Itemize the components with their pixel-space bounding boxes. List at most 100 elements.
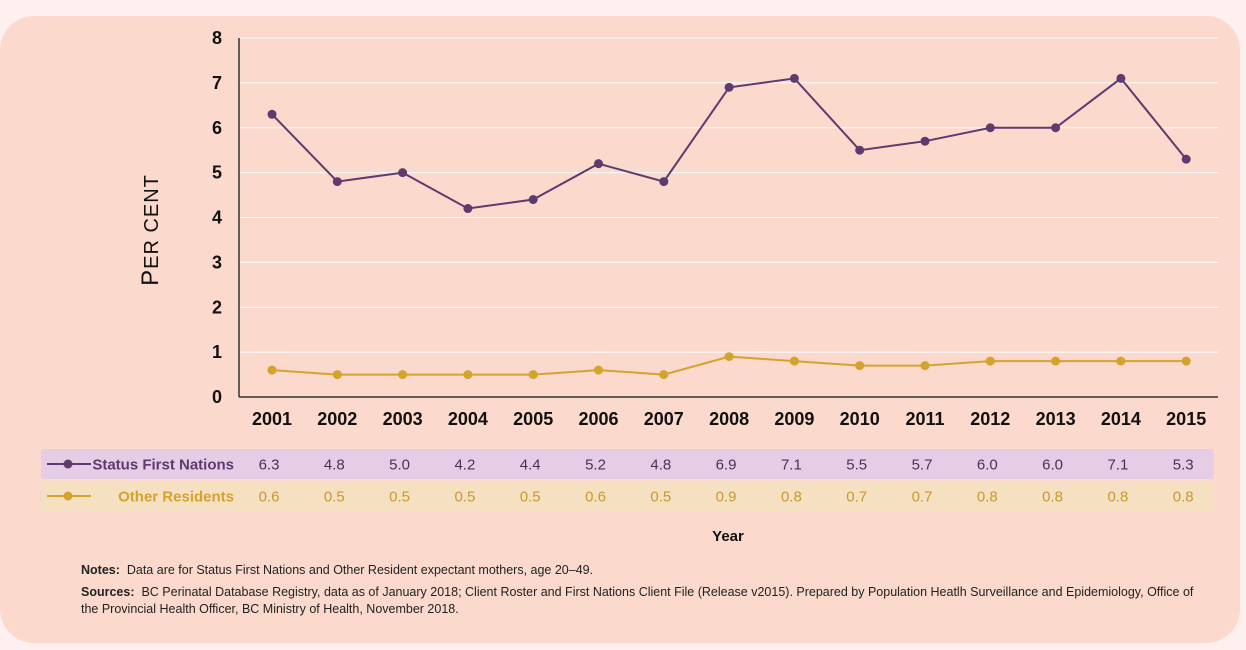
data-point	[398, 370, 408, 380]
legend-swatch-marker	[63, 459, 73, 469]
data-point	[463, 204, 473, 214]
table-cell: 0.6	[259, 489, 280, 506]
table-cell: 0.8	[977, 489, 998, 506]
notes-label: Notes:	[81, 563, 120, 577]
data-point	[332, 177, 342, 187]
y-axis-label: PER CENT	[137, 174, 164, 286]
y-tick-label: 3	[212, 252, 222, 272]
data-point	[528, 370, 538, 380]
table-row-bg	[41, 481, 1214, 511]
y-tick-label: 4	[212, 208, 222, 228]
table-cell: 5.7	[912, 457, 933, 474]
data-point	[332, 370, 342, 380]
table-cell: 0.6	[585, 489, 606, 506]
table-cell: 0.7	[912, 489, 933, 506]
table-cell: 0.8	[1107, 489, 1128, 506]
data-point	[724, 352, 734, 362]
x-tick-label: 2014	[1101, 409, 1141, 429]
legend-label: Other Residents	[118, 489, 234, 506]
x-tick-label: 2002	[317, 409, 357, 429]
chart-panel	[0, 16, 1240, 643]
table-cell: 4.2	[454, 457, 475, 474]
legend-swatch-marker	[63, 491, 73, 501]
data-table: Status First Nations 6.3 4.8 5.0 4.2 4.4 5.2 4.…	[41, 449, 1214, 511]
y-tick-label: 1	[212, 342, 222, 362]
data-point	[594, 159, 603, 169]
table-cell: 7.1	[1107, 457, 1128, 474]
x-tick-label: 2007	[644, 409, 684, 429]
table-cell: 0.5	[454, 489, 475, 506]
data-point	[1051, 123, 1061, 133]
data-point	[528, 195, 538, 205]
table-cell: 4.4	[520, 457, 541, 474]
data-point	[789, 73, 799, 83]
data-point	[724, 82, 734, 92]
x-tick-label: 2013	[1036, 409, 1076, 429]
data-point	[1116, 356, 1126, 366]
x-tick-label: 2005	[513, 409, 553, 429]
y-tick-label: 7	[212, 73, 222, 93]
data-point	[855, 145, 865, 155]
data-point	[920, 361, 930, 371]
y-tick-label: 6	[212, 118, 222, 138]
gridlines	[239, 37, 1218, 353]
table-cell: 6.0	[1042, 457, 1063, 474]
x-tick-label: 2011	[905, 409, 944, 429]
x-tick-label: 2009	[774, 409, 814, 429]
sources-label: Sources:	[81, 585, 135, 599]
x-tick-label: 2003	[383, 409, 423, 429]
table-cell: 0.5	[389, 489, 410, 506]
notes-text: Data are for Status First Nations and Ot…	[126, 563, 594, 577]
table-cell: 0.5	[324, 489, 345, 506]
data-point	[985, 356, 995, 366]
data-point	[855, 361, 865, 371]
table-cell: 6.0	[977, 457, 998, 474]
table-cell: 0.5	[520, 489, 541, 506]
table-cell: 0.9	[716, 489, 737, 506]
data-point	[267, 365, 277, 375]
table-row-bg	[41, 449, 1214, 479]
series-line	[271, 77, 1187, 210]
data-point	[789, 356, 799, 366]
table-cell: 5.5	[846, 457, 867, 474]
x-tick-label: 2012	[970, 409, 1010, 429]
notes-line: Notes: Data are for Status First Nations…	[81, 562, 1201, 579]
table-cell: 0.8	[1042, 489, 1063, 506]
table-cell: 0.5	[650, 489, 671, 506]
table-cell: 0.8	[1173, 489, 1194, 506]
data-point	[1116, 73, 1126, 83]
y-tick-label: 2	[212, 297, 222, 317]
y-axis-ticks: 0 1 2 3 4 5 6 7 8	[212, 28, 222, 407]
data-point	[1181, 356, 1191, 366]
sources-text: BC Perinatal Database Registry, data as …	[81, 585, 1194, 616]
data-point	[659, 177, 669, 187]
y-tick-label: 8	[212, 28, 222, 48]
notes-block: Notes: Data are for Status First Nations…	[81, 562, 1201, 623]
x-tick-label: 2010	[840, 409, 880, 429]
table-cell: 7.1	[781, 457, 802, 474]
table-cell: 5.2	[585, 457, 606, 474]
table-cell: 5.0	[389, 457, 410, 474]
x-axis-ticks: 2001 2002 2003 2004 2005 2006 2007 2008 2009 2010…	[252, 409, 1206, 429]
x-tick-label: 2006	[578, 409, 618, 429]
x-tick-label: 2001	[252, 409, 292, 429]
data-point	[985, 123, 995, 133]
table-cell: 5.3	[1173, 457, 1194, 474]
table-cell: 4.8	[650, 457, 671, 474]
data-point	[594, 365, 603, 375]
x-tick-label: 2015	[1166, 409, 1206, 429]
data-point	[398, 168, 408, 178]
table-cell: 0.8	[781, 489, 802, 506]
data-point	[1181, 154, 1191, 164]
sources-line: Sources: BC Perinatal Database Registry,…	[81, 584, 1201, 618]
x-tick-label: 2008	[709, 409, 749, 429]
y-tick-label: 5	[212, 163, 222, 183]
series-lines	[267, 73, 1191, 380]
table-cell: 6.3	[259, 457, 280, 474]
data-point	[920, 136, 930, 146]
table-cell: 6.9	[716, 457, 737, 474]
data-point	[267, 109, 277, 119]
legend-label: Status First Nations	[92, 457, 234, 474]
data-point	[659, 370, 669, 380]
